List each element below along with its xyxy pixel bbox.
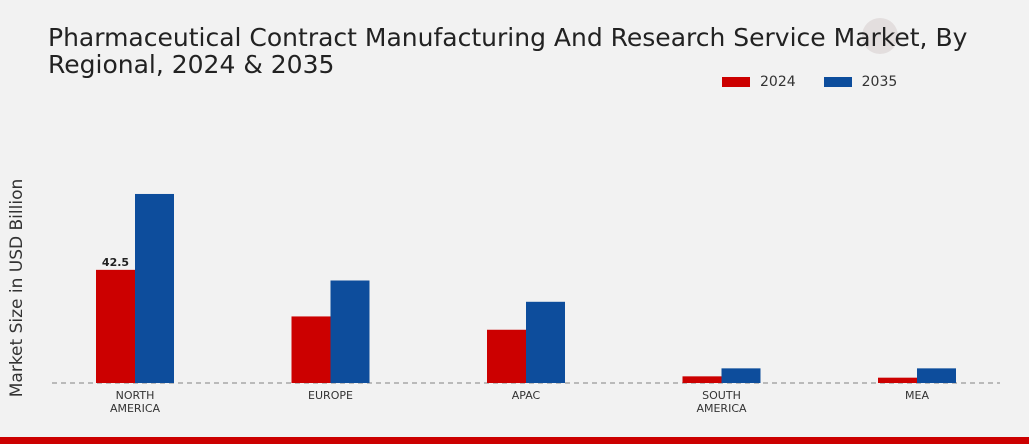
- legend-label-2035: 2035: [861, 74, 898, 90]
- bar-2024-3: [682, 376, 722, 383]
- legend-label-2024: 2024: [760, 74, 796, 90]
- x-tick-label-4: MEA: [905, 389, 929, 402]
- bottom-accent-bar: [0, 437, 1029, 444]
- chart-title: Pharmaceutical Contract Manufacturing An…: [48, 23, 968, 79]
- legend-item-2035: 2035: [823, 74, 898, 90]
- legend-swatch-2035: [823, 77, 852, 87]
- bar-2035-3: [721, 368, 761, 383]
- bar-2024-2: [487, 329, 526, 383]
- data-label-0: 42.5: [102, 256, 129, 269]
- legend: 2024 2035: [722, 74, 897, 90]
- bar-2024-0: [96, 269, 135, 383]
- bar-2024-1: [291, 316, 331, 383]
- watermark-logo: [862, 18, 898, 54]
- legend-swatch-2024: [722, 77, 750, 87]
- bar-2035-0: [135, 193, 174, 383]
- bar-2035-2: [526, 301, 565, 383]
- x-tick-label-1: EUROPE: [308, 389, 353, 402]
- x-tick-label-2: APAC: [512, 389, 541, 402]
- x-tick-label-3: SOUTH AMERICA: [696, 389, 747, 415]
- bar-2035-1: [330, 280, 370, 383]
- x-tick-label-0: NORTH AMERICA: [110, 389, 161, 415]
- bar-2024-4: [878, 377, 917, 383]
- legend-item-2024: 2024: [722, 74, 796, 90]
- bar-2035-4: [917, 368, 956, 383]
